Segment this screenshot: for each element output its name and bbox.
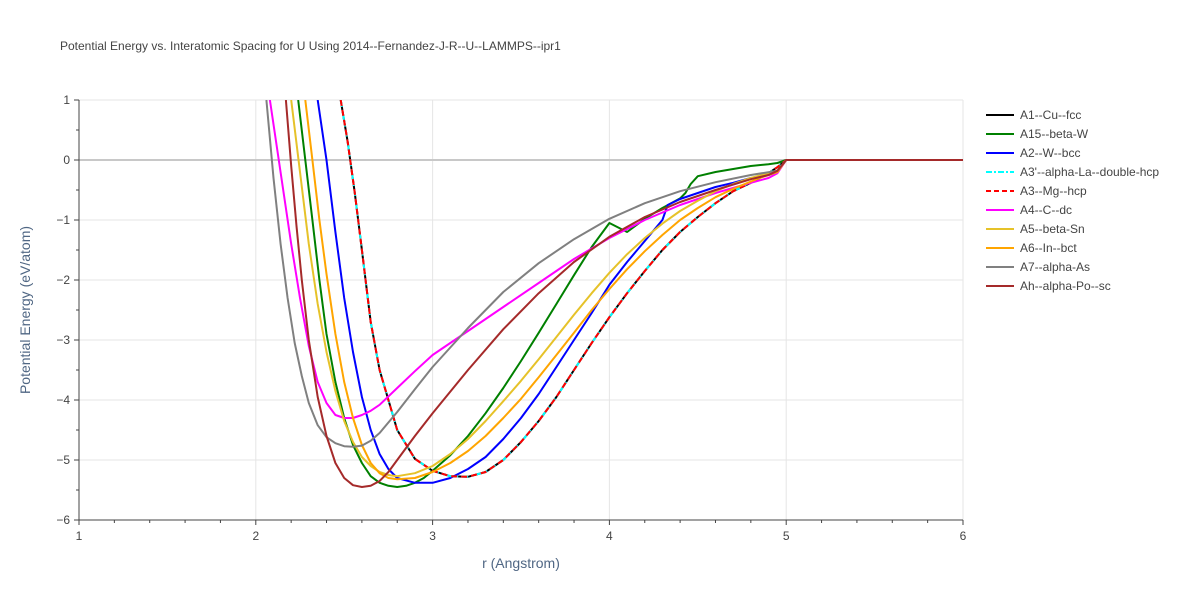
- y-tick-label: −3: [56, 333, 70, 347]
- y-tick-label: 1: [63, 93, 70, 107]
- chart-title: Potential Energy vs. Interatomic Spacing…: [60, 39, 561, 53]
- series-line-9: [284, 100, 963, 488]
- series-group: [265, 100, 963, 488]
- y-tick-label: −1: [56, 213, 70, 227]
- x-tick-label: 4: [606, 529, 613, 543]
- legend-label-0[interactable]: A1--Cu--fcc: [1020, 108, 1081, 122]
- x-tick-label: 5: [783, 529, 790, 543]
- legend-label-9[interactable]: Ah--alpha-Po--sc: [1020, 279, 1111, 293]
- series-line-4: [339, 100, 963, 478]
- legend-label-4[interactable]: A3--Mg--hcp: [1020, 184, 1087, 198]
- y-tick-label: −6: [56, 513, 70, 527]
- series-line-6: [290, 100, 963, 478]
- y-tick-label: 0: [63, 153, 70, 167]
- x-tick-label: 2: [252, 529, 259, 543]
- x-tick-labels: 1 2 3 4 5 6: [76, 529, 967, 543]
- legend-label-6[interactable]: A5--beta-Sn: [1020, 222, 1085, 236]
- y-tick-label: −4: [56, 393, 70, 407]
- series-line-2: [316, 100, 963, 484]
- series-line-7: [304, 100, 963, 481]
- y-axis-title: Potential Energy (eV/atom): [17, 226, 33, 394]
- legend-label-1[interactable]: A15--beta-W: [1020, 127, 1089, 141]
- y-tick-label: −5: [56, 453, 70, 467]
- series-line-5: [268, 100, 963, 419]
- series-line-8: [265, 100, 963, 448]
- legend-label-7[interactable]: A6--In--bct: [1020, 241, 1077, 255]
- legend-label-2[interactable]: A2--W--bcc: [1020, 146, 1080, 160]
- axes: [74, 99, 964, 525]
- x-tick-label: 1: [76, 529, 83, 543]
- x-tick-label: 6: [960, 529, 967, 543]
- legend-label-8[interactable]: A7--alpha-As: [1020, 260, 1090, 274]
- y-tick-label: −2: [56, 273, 70, 287]
- y-tick-labels: 1 0 −1 −2 −3 −4 −5 −6: [56, 93, 70, 527]
- legend-label-3[interactable]: A3'--alpha-La--double-hcp: [1020, 165, 1159, 179]
- x-tick-label: 3: [429, 529, 436, 543]
- x-axis-title: r (Angstrom): [482, 555, 560, 571]
- legend-label-5[interactable]: A4--C--dc: [1020, 203, 1072, 217]
- legend: A1--Cu--fcc A15--beta-W A2--W--bcc A3'--alp…: [986, 108, 1159, 293]
